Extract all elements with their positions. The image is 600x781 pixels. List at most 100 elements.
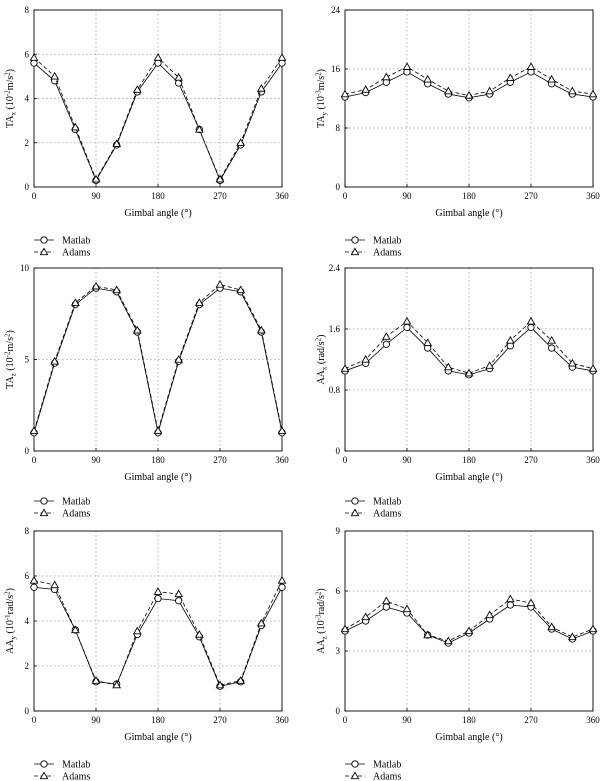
data-point: [194, 124, 204, 133]
y-tick-label: 0: [336, 706, 341, 716]
data-point: [236, 676, 246, 684]
data-point: [194, 298, 204, 306]
chart-panel-6: 0 90 180 270 360 0 3 6 9 Gimbal angle (°) AAz (10-…: [315, 526, 600, 781]
y-tick-label: 6: [25, 571, 30, 581]
data-point: [567, 86, 577, 95]
x-tick-label: 360: [275, 191, 289, 201]
series-adams: [340, 316, 598, 377]
data-point: [153, 587, 163, 595]
legend-label: Adams: [62, 772, 90, 781]
y-tick-label: 0: [25, 182, 30, 192]
legend-marker: [351, 497, 359, 505]
data-point: [567, 358, 577, 367]
data-point: [278, 583, 286, 591]
legend-marker: [40, 497, 48, 505]
y-tick-label: 16: [331, 64, 341, 74]
legend-marker: [40, 760, 48, 768]
data-point: [547, 74, 557, 83]
x-tick-label: 360: [275, 715, 289, 725]
y-tick-label: 8: [25, 5, 30, 15]
legend-marker: [39, 508, 49, 517]
data-point: [112, 139, 122, 148]
x-tick-label: 90: [403, 455, 413, 465]
y-tick-label: 0: [336, 446, 341, 456]
x-tick-label: 360: [275, 455, 289, 465]
data-point: [548, 344, 556, 352]
x-tick-label: 180: [462, 191, 476, 201]
data-point: [174, 72, 184, 81]
x-tick-label: 180: [151, 455, 165, 465]
y-tick-label: 9: [336, 526, 341, 536]
legend-marker: [39, 247, 49, 256]
legend-marker: [350, 771, 360, 780]
data-point: [194, 629, 204, 638]
data-point: [547, 622, 557, 631]
data-point: [154, 59, 162, 67]
data-point: [464, 91, 474, 99]
y-tick-label: 1.6: [329, 324, 341, 334]
x-tick-label: 90: [92, 455, 102, 465]
data-point: [526, 598, 536, 607]
data-point: [526, 316, 536, 325]
x-tick-label: 90: [92, 715, 102, 725]
y-tick-label: 8: [25, 526, 30, 536]
legend-label: Adams: [62, 509, 90, 520]
y-tick-label: 6: [25, 49, 30, 59]
x-tick-label: 360: [586, 455, 600, 465]
data-point: [381, 72, 391, 81]
series-adams: [340, 594, 598, 645]
data-point: [91, 174, 101, 183]
legend-marker: [350, 508, 360, 517]
data-point: [567, 632, 577, 641]
series-adams: [29, 53, 287, 183]
x-tick-label: 180: [462, 455, 476, 465]
data-point: [361, 612, 371, 621]
x-tick-label: 270: [524, 191, 538, 201]
data-point: [153, 426, 163, 435]
data-point: [132, 626, 142, 635]
data-point: [112, 680, 122, 689]
y-tick-label: 8: [336, 123, 341, 133]
data-point: [70, 625, 80, 634]
legend-label: Matlab: [62, 497, 90, 508]
legend-label: Adams: [62, 248, 90, 259]
data-point: [464, 368, 474, 377]
data-point: [175, 79, 183, 87]
data-point: [382, 340, 390, 348]
data-point: [340, 89, 350, 98]
x-tick-label: 0: [343, 715, 348, 725]
series-adams: [340, 62, 598, 99]
y-tick-label: 2.4: [329, 263, 341, 273]
data-point: [402, 604, 412, 613]
data-point: [50, 71, 60, 80]
data-point: [174, 354, 184, 363]
legend-label: Adams: [373, 772, 401, 781]
data-point: [236, 285, 246, 294]
data-point: [215, 680, 225, 689]
data-point: [588, 89, 598, 98]
data-point: [112, 285, 122, 294]
x-axis-label: Gimbal angle (°): [124, 472, 191, 483]
x-axis-label: Gimbal angle (°): [435, 208, 502, 219]
data-point: [423, 630, 433, 639]
data-point: [423, 338, 433, 346]
y-axis-label: AAy (10-1rad/s2): [4, 588, 18, 654]
x-tick-label: 0: [32, 455, 37, 465]
legend-label: Adams: [373, 248, 401, 259]
data-point: [29, 426, 39, 435]
x-tick-label: 270: [213, 715, 227, 725]
x-tick-label: 180: [151, 715, 165, 725]
data-point: [443, 636, 453, 645]
x-tick-label: 0: [343, 455, 348, 465]
chart-panel-5: 0 90 180 270 360 0 2 4 6 8 Gimbal angle (°) AAy (10…: [4, 526, 290, 781]
x-tick-label: 270: [524, 715, 538, 725]
y-axis-label: TAx (10-2m/s2): [4, 69, 18, 128]
data-point: [132, 85, 142, 93]
data-point: [153, 53, 163, 61]
x-tick-label: 90: [92, 191, 102, 201]
x-axis-label: Gimbal angle (°): [124, 732, 191, 743]
